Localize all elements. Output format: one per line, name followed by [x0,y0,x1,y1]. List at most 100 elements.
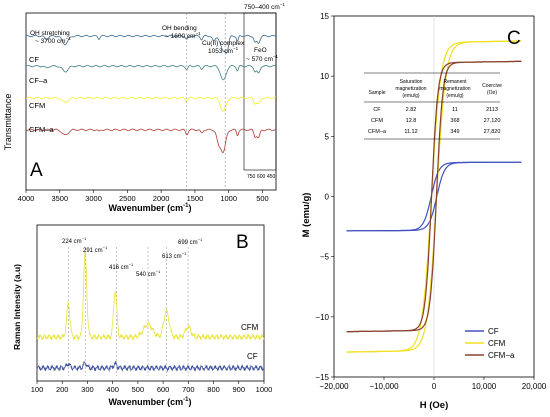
ftir-tick-label: 2500 [119,194,136,203]
panel-c: M (emu/g) −20,000 −10,000 0 10,000 20,000 −15… [301,12,547,411]
table-header: Coercive [482,83,502,89]
table-cell: 27,120 [484,118,501,124]
panel-a-curves [25,13,277,190]
ftir-curve-1 [25,64,277,81]
raman-tick-label: 1000 [256,385,273,394]
magnetic-table: Sample Saturation magnetization (emu/g) … [364,72,502,140]
table-header: Sample [369,90,386,96]
table-cell: 368 [450,118,459,124]
peak-label: 224 cm−1 [62,236,87,245]
panel-b: Raman Intensity (a.u) 100 200 300 400 500 600… [12,224,273,407]
hysteresis-y-tick-label: −15 [315,373,329,382]
legend-label-cfm-a: CFM–a [29,125,54,134]
panel-a-ticks: 4000 3500 3000 2500 2000 1500 1000 500 [18,190,269,203]
table-header: Remanent [443,79,467,85]
table-cell: 2113 [486,107,498,113]
panel-b-curves [36,249,265,373]
panel-c-xlabel: H (Oe) [420,400,449,411]
panel-b-plot-area [36,224,265,382]
legend-label-cfm: CFM [29,101,45,110]
legend-label-c-cfm: CFM [488,339,506,348]
table-cell: 2.82 [406,107,417,113]
panel-a-inset-tick: 600 [257,174,266,180]
peak-label: 416 cm−1 [109,262,134,271]
hysteresis-y-tick-label: 5 [325,132,330,141]
panel-a-inset [243,12,277,171]
hysteresis-y-tick-label: 10 [320,72,329,81]
hysteresis-x-tick-label: 0 [432,382,437,391]
panel-a-letter: A [30,160,43,181]
panel-c-ylabel: M (emu/g) [301,193,312,238]
ftir-tick-label: 1500 [187,194,204,203]
hysteresis-x-tick-label: 10,000 [472,382,497,391]
panel-a-inset-title: 750–400 cm−1 [244,2,285,11]
panel-a-annotation-cu: Cu(II) complex [202,40,245,47]
table-header: magnetization [439,86,470,92]
hysteresis-x-tick-label: −10,000 [369,382,399,391]
ftir-tick-label: 4000 [18,194,35,203]
ftir-curve-0 [25,34,277,54]
panel-a-annotation-cu-sub: 1053 cm−1 [208,46,239,55]
panel-a-annotation-oh-bend-sub: ~ 1600 cm−1 [165,31,201,40]
table-cell: CFM−a [368,129,387,135]
peak-label: 613 cm−1 [162,251,187,260]
panel-b-ticks: 100 200 300 400 500 600 700 800 900 1000 [31,381,273,394]
legend-label-cf-a: CF–a [29,76,48,85]
panel-a-ylabel: Transmittance [3,94,13,151]
raman-tick-label: 500 [132,385,145,394]
raman-curve-1 [36,360,265,373]
ftir-tick-label: 3000 [85,194,102,203]
hysteresis-x-tick-label: −20,000 [319,382,349,391]
panel-b-ylabel: Raman Intensity (a.u) [12,264,22,350]
table-cell: 12.8 [406,118,417,124]
raman-tick-label: 600 [157,385,170,394]
hysteresis-y-tick-label: 15 [320,12,329,21]
panel-b-xlabel: Wavenumber (cm-1) [108,397,191,407]
table-header: (Oe) [487,90,497,96]
table-cell: 11 [452,107,458,113]
panel-a-annotation-oh-bend: OH bending [162,25,197,32]
panel-a-annotation-feo: FeO [254,47,267,54]
peak-label: 699 cm−1 [178,237,203,246]
table-header: Saturation [400,79,423,85]
raman-tick-label: 700 [182,385,195,394]
hysteresis-y-tick-label: −10 [315,313,329,322]
legend-label-c-cf: CF [488,327,499,336]
table-cell: CF [373,107,381,113]
panel-a-annotation-oh-stretch-sub: ~ 3700 cm−1 [35,36,71,45]
peak-label: 291 cm−1 [83,245,108,254]
panel-b-letter: B [236,232,249,253]
ftir-curve-3 [26,128,277,154]
table-cell: 349 [450,129,459,135]
ftir-tick-label: 1000 [220,194,237,203]
peak-label: 540 cm−1 [136,269,161,278]
table-header: magnetization [395,86,426,92]
panel-a-annotation-feo-sub: ~ 570 cm−1 [246,54,279,63]
raman-tick-label: 300 [81,385,94,394]
panel-a-annotation-oh-stretch: OH stretching [30,30,70,37]
raman-tick-label: 200 [56,385,69,394]
panel-c-ticks: −20,000 −10,000 0 10,000 20,000 −15 −10 −5 0 5 10 1… [315,12,546,391]
ftir-tick-label: 2000 [153,194,170,203]
raman-tick-label: 900 [233,385,246,394]
table-cell: 11.12 [404,129,417,135]
raman-curve-0 [36,249,265,341]
panel-a-xlabel: Wavenumber (cm-1) [108,203,191,213]
panel-c-curves [346,16,522,377]
table-header: (emu/g) [402,93,420,99]
legend-label-cf: CF [29,55,39,64]
panel-a-inset-tick: 450 [267,174,276,180]
ftir-tick-label: 500 [256,194,269,203]
hysteresis-y-tick-label: −5 [320,253,330,262]
hysteresis-x-tick-label: 20,000 [522,382,547,391]
legend-label-b-cfm: CFM [241,323,259,332]
table-header: (emu/g) [446,93,464,99]
ftir-tick-label: 3500 [51,194,68,203]
panel-c-legend: CF CFM CFM−a [465,327,515,360]
ftir-curve-2 [25,96,277,112]
legend-label-c-cfm-a: CFM−a [488,351,515,360]
panel-c-letter: C [507,28,521,49]
legend-label-b-cf: CF [247,352,258,361]
hysteresis-curve-2-down [346,60,522,333]
table-cell: 27,820 [484,129,501,135]
